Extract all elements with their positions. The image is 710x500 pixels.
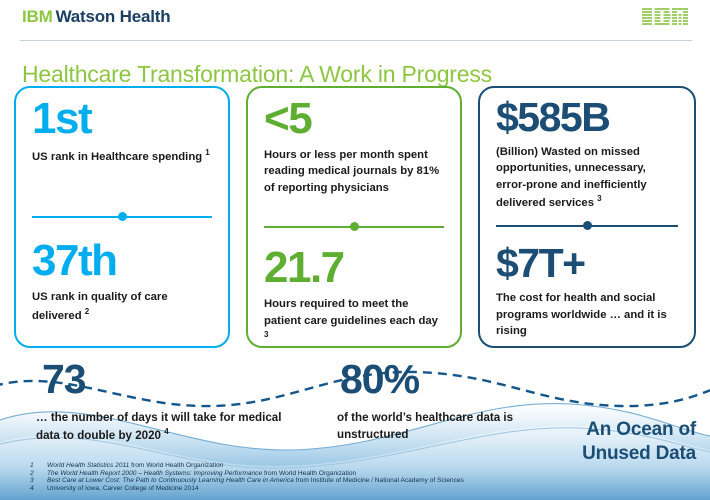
stat-desc-73-text: … the number of days it will take for me… — [36, 411, 282, 443]
stat-value-1st: 1st — [32, 94, 93, 143]
footnote-item: 1 World Health Statistics 2011 from Worl… — [30, 462, 690, 469]
stat-card-journal-reading: <5 Hours or less per month spent reading… — [246, 86, 462, 348]
ibm-striped-logo-icon — [642, 8, 688, 25]
stat-desc-37th: US rank in quality of care delivered 2 — [32, 289, 212, 324]
footnote-source: from World Health Organization — [131, 462, 224, 469]
stat-desc-7t-plus: The cost for health and social programs … — [496, 292, 667, 338]
stat-desc-73: … the number of days it will take for me… — [36, 409, 286, 445]
stat-desc-37th-text: US rank in quality of care delivered — [32, 291, 168, 322]
stats-card-row: 1st US rank in Healthcare spending 1 37t… — [0, 86, 710, 354]
divider-dot — [349, 222, 359, 232]
divider-dot — [117, 212, 127, 222]
stat-value-80-percent: 80% — [340, 356, 420, 402]
footnote-ref-2: 2 — [84, 306, 90, 316]
footnote-ref-4: 4 — [164, 427, 169, 437]
footnote-title: The World Health Report 2000 – Health Sy… — [47, 469, 264, 477]
stat-value-7t-plus: $7T+ — [496, 240, 586, 287]
ocean-callout-line1: An Ocean of — [586, 419, 696, 440]
stat-value-37th: 37th — [32, 236, 118, 286]
footnote-text: World Health Statistics 2011 from World … — [47, 462, 223, 469]
footnote-number: 4 — [30, 484, 34, 492]
page-title: Healthcare Transformation: A Work in Pro… — [22, 61, 492, 88]
header-divider — [20, 40, 692, 41]
footnote-title: Best Care at Lower Cost: The Path to Con… — [47, 477, 296, 484]
footnote-text: The World Health Report 2000 – Health Sy… — [47, 470, 356, 477]
stat-desc-21-7-text: Hours required to meet the patient care … — [264, 298, 438, 327]
ocean-callout-label: An Ocean of Unused Data — [582, 418, 696, 466]
footnote-number: 2 — [30, 469, 34, 477]
stat-card-wasted-spending: $585B (Billion) Wasted on missed opportu… — [478, 86, 696, 348]
footnote-number: 3 — [30, 477, 34, 484]
stat-card-healthcare-rank: 1st US rank in Healthcare spending 1 37t… — [14, 86, 230, 348]
stat-value-less-than-5: <5 — [264, 94, 313, 143]
stat-desc-less-than-5: Hours or less per month spent reading me… — [264, 149, 440, 194]
footnote-ref-3a: 3 — [264, 329, 269, 339]
ocean-section: 73 … the number of days it will take for… — [0, 356, 710, 500]
ocean-waves-graphic — [0, 370, 710, 500]
footnotes-list: 1 World Health Statistics 2011 from Worl… — [30, 462, 690, 492]
card-divider-navy — [496, 220, 678, 232]
watson-health-logo: IBM Watson Health — [22, 7, 171, 27]
ibm-wordmark: IBM — [22, 7, 53, 26]
footnote-item: 3 Best Care at Lower Cost: The Path to C… — [30, 477, 690, 484]
footnote-text: University of Iowa, Carver College of Me… — [47, 485, 199, 492]
stat-desc-21-7: Hours required to meet the patient care … — [264, 296, 444, 347]
stat-desc-1st-text: US rank in Healthcare spending — [32, 150, 206, 163]
footnote-number: 1 — [30, 462, 34, 469]
stat-desc-585b-text: (Billion) Wasted on missed opportunities… — [496, 146, 647, 209]
card-divider-green — [264, 221, 444, 233]
stat-desc-80-percent: of the world’s healthcare data is unstru… — [337, 411, 514, 442]
footnote-item: 2 The World Health Report 2000 – Health … — [30, 470, 690, 477]
ocean-callout-line2: Unused Data — [582, 442, 696, 464]
divider-dot — [582, 221, 592, 231]
stat-value-73: 73 — [42, 356, 87, 402]
footnote-ref-1: 1 — [205, 148, 210, 157]
watson-health-wordmark: Watson Health — [55, 7, 171, 26]
stat-value-21-7: 21.7 — [264, 243, 345, 293]
stat-value-585b: $585B — [496, 94, 611, 140]
stat-desc-585b: (Billion) Wasted on missed opportunities… — [496, 144, 678, 211]
footnote-source: from World Health Organization — [263, 469, 357, 477]
card-divider-blue — [32, 211, 212, 223]
footnote-source: University of Iowa, Carver College of Me… — [47, 484, 199, 492]
footnote-text: Best Care at Lower Cost: The Path to Con… — [47, 477, 464, 484]
footnote-source: from Institute of Medicine / National Ac… — [295, 477, 464, 484]
footnote-ref-3b: 3 — [597, 194, 602, 204]
footnote-title: World Health Statistics 2011 — [47, 462, 132, 469]
page-header: IBM Watson Health — [0, 0, 710, 40]
stat-desc-1st: US rank in Healthcare spending 1 — [32, 147, 212, 165]
footnote-item: 4 University of Iowa, Carver College of … — [30, 485, 690, 492]
